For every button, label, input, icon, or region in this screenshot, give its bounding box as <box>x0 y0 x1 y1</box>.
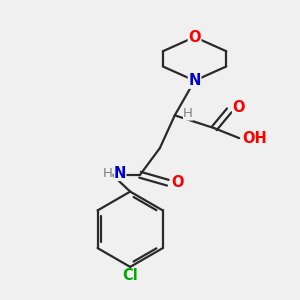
Text: O: O <box>171 175 183 190</box>
Text: O: O <box>232 100 245 116</box>
Text: H: H <box>103 167 112 180</box>
Text: H: H <box>183 107 193 120</box>
Text: O: O <box>188 30 201 45</box>
Text: Cl: Cl <box>122 268 138 284</box>
Text: N: N <box>114 166 126 181</box>
Text: N: N <box>188 73 201 88</box>
Text: OH: OH <box>242 130 267 146</box>
